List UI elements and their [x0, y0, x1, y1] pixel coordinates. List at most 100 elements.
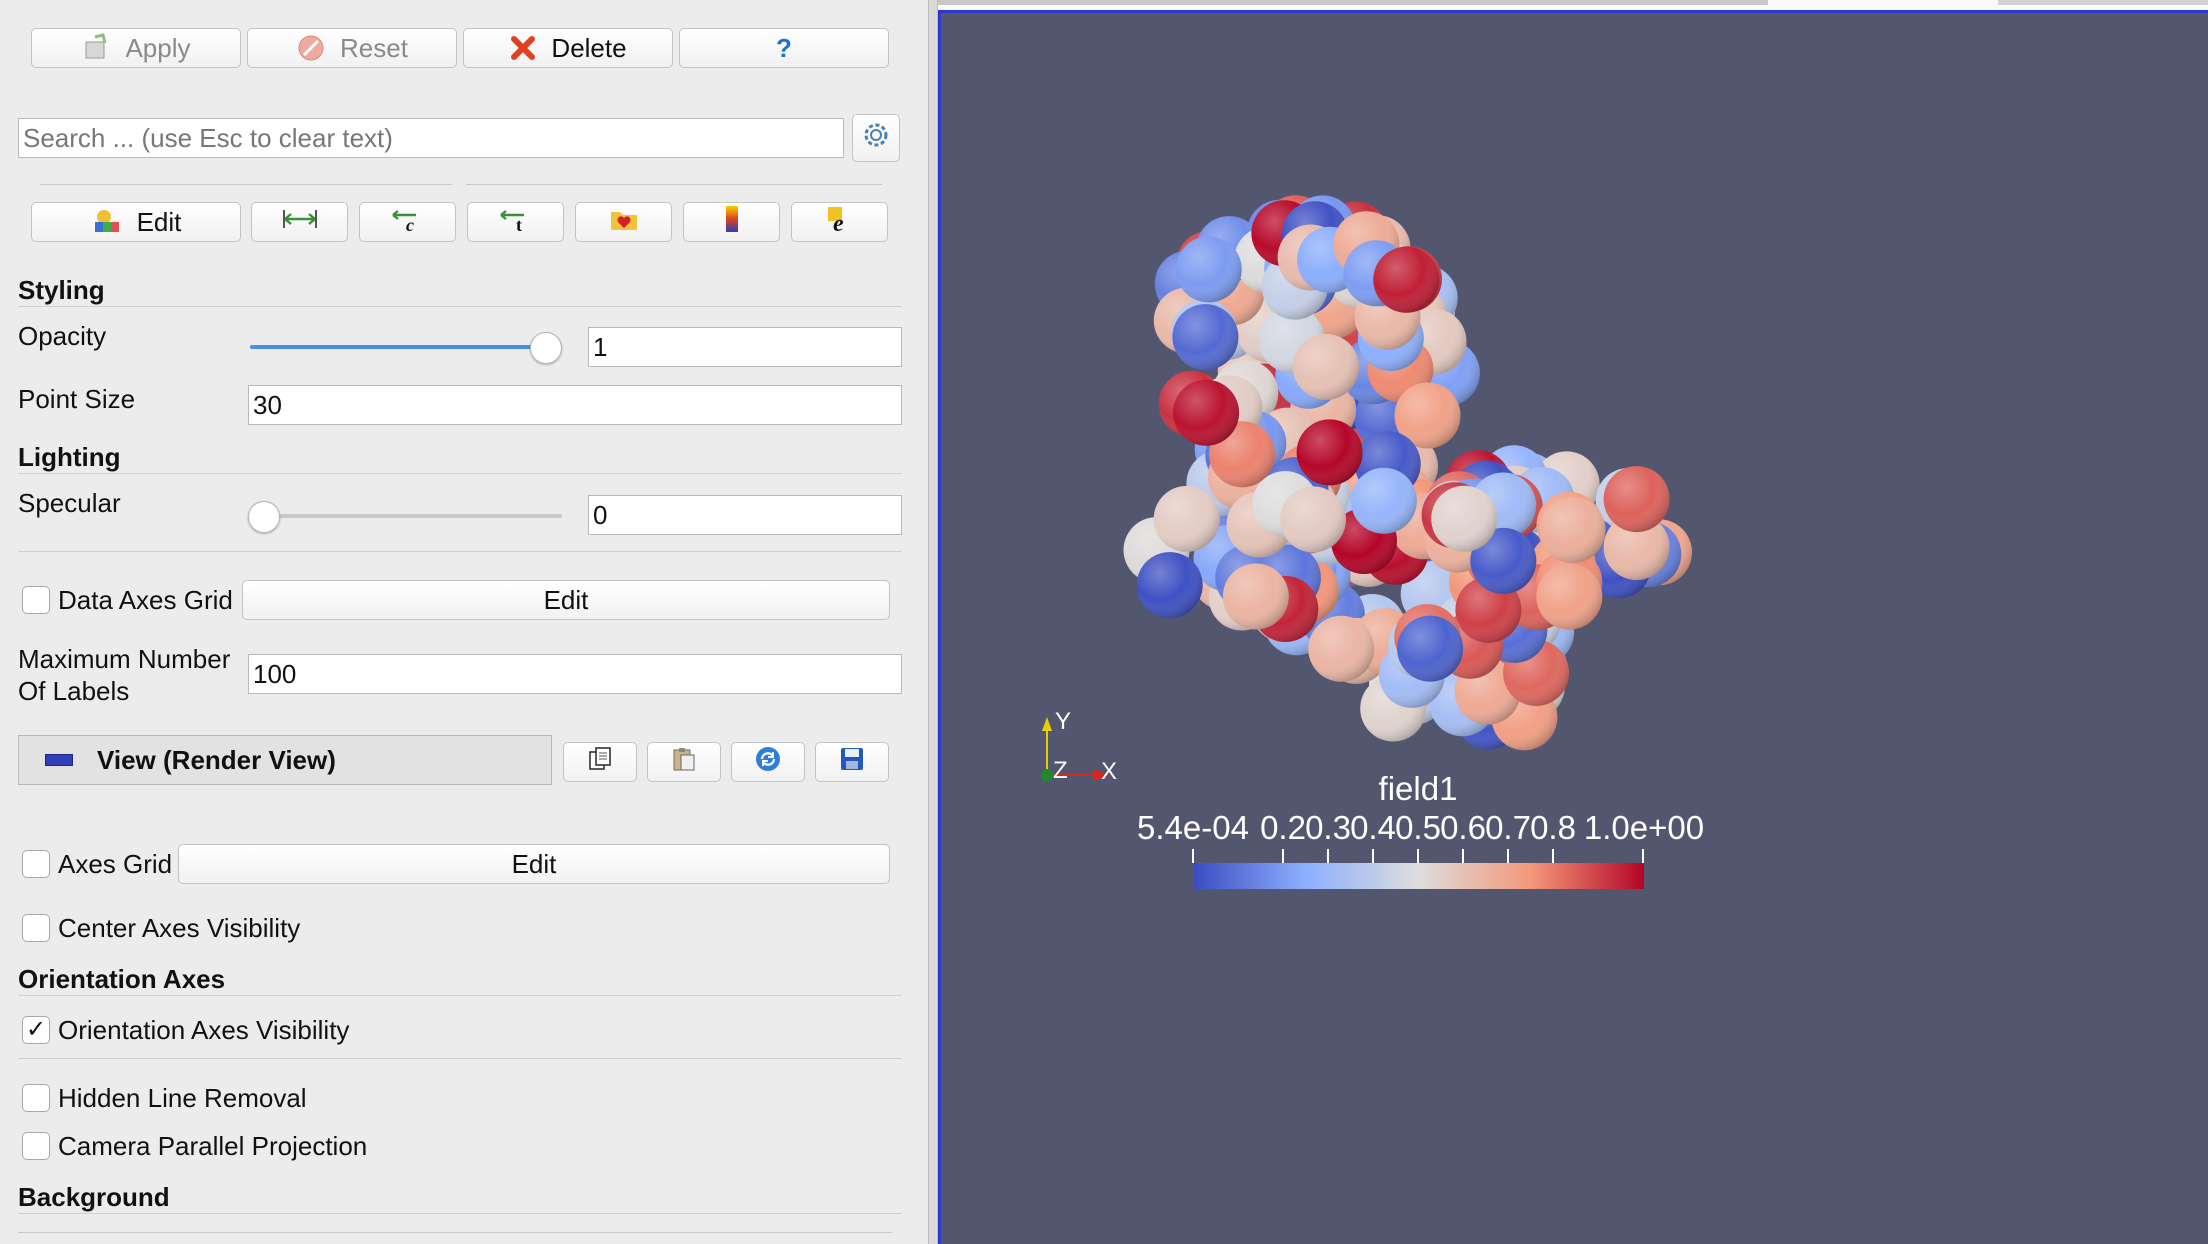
sphere-shading [1431, 485, 1498, 552]
divider [18, 1058, 902, 1059]
refresh-button[interactable] [731, 742, 805, 782]
apply-button[interactable]: Apply [31, 28, 241, 68]
sphere-shading [1373, 246, 1440, 313]
folder-heart-icon [609, 206, 639, 239]
rescale-temporal-button[interactable]: t [467, 202, 564, 242]
sphere-shading [1222, 563, 1289, 630]
axes-grid-checkbox[interactable] [22, 850, 50, 878]
rescale-range-button[interactable] [251, 202, 348, 242]
max-labels-field[interactable]: 100 [248, 654, 902, 694]
opacity-slider[interactable] [248, 330, 566, 364]
render-view[interactable]: Y Z X field1 5.4e-04 1.0e+00 0.2 0.3 0.4 0.… [938, 10, 2208, 1244]
view-tab-strip [938, 0, 1768, 5]
annotation-button[interactable]: e [791, 202, 888, 242]
save-button[interactable] [815, 742, 889, 782]
svg-text:e: e [833, 211, 844, 234]
axes-grid-edit-button[interactable]: Edit [178, 844, 890, 884]
paste-button[interactable] [647, 742, 721, 782]
edit-colormap-label: Edit [136, 206, 182, 237]
section-styling: Styling [18, 275, 105, 305]
view-frame-controls [1998, 0, 2208, 5]
max-labels-label-line2: Of Labels [18, 676, 130, 706]
orientation-axes-checkbox[interactable]: ✓ [22, 1016, 50, 1044]
view-section-header[interactable]: View (Render View) [18, 735, 552, 785]
gear-icon [860, 119, 892, 158]
save-disk-icon [838, 745, 866, 780]
sphere-shading [1296, 419, 1363, 486]
max-labels-value: 100 [253, 659, 297, 689]
camera-parallel-checkbox[interactable] [22, 1132, 50, 1160]
specular-handle[interactable] [248, 501, 280, 533]
rescale-range-icon [282, 206, 318, 239]
help-button[interactable]: ? [679, 28, 889, 68]
color-legend-title: field1 [1379, 770, 1458, 807]
color-legend-tick-label: 0.7 [1485, 809, 1531, 846]
sphere-glyphs [1123, 195, 1692, 751]
sphere-shading [1173, 379, 1240, 446]
data-axes-grid-edit-button[interactable]: Edit [242, 580, 890, 620]
reset-icon [296, 33, 326, 63]
color-legend-tick-label: 0.4 [1350, 809, 1396, 846]
sphere-shading [1136, 552, 1203, 619]
point-size-field[interactable]: 30 [248, 385, 902, 425]
hidden-line-removal-checkbox[interactable] [22, 1084, 50, 1112]
delete-button[interactable]: Delete [463, 28, 673, 68]
render-view-icon [45, 754, 73, 766]
settings-button[interactable] [852, 114, 900, 162]
specular-field[interactable]: 0 [588, 495, 902, 535]
delete-x-icon [509, 34, 537, 62]
invert-colormap-button[interactable] [683, 202, 780, 242]
sphere-shading [1603, 514, 1670, 580]
opacity-field[interactable]: 1 [588, 327, 902, 367]
edit-colormap-button[interactable]: Edit [31, 202, 241, 242]
sphere-shading [1175, 236, 1242, 303]
colormap-edit-icon [91, 208, 123, 236]
color-legend: field1 5.4e-04 1.0e+00 0.2 0.3 0.4 0.5 0.6 0.… [1137, 770, 1704, 889]
orientation-axes-widget: Y Z X [1041, 708, 1117, 785]
svg-text:c: c [406, 215, 414, 233]
sphere-shading [1470, 527, 1537, 594]
section-orientation-axes: Orientation Axes [18, 964, 226, 994]
opacity-handle[interactable] [530, 332, 562, 364]
center-axes-checkbox[interactable] [22, 914, 50, 942]
color-legend-tick-label: 0.5 [1395, 809, 1441, 846]
sphere-shading [1153, 485, 1220, 552]
color-legend-tick-label: 0.3 [1305, 809, 1351, 846]
data-axes-grid-checkbox[interactable] [22, 586, 50, 614]
center-axes-label: Center Axes Visibility [58, 913, 301, 943]
copy-icon [586, 745, 614, 780]
specular-slider[interactable] [248, 499, 566, 533]
sphere-shading [1172, 304, 1239, 371]
z-axis-dot [1041, 769, 1053, 781]
divider [18, 306, 902, 307]
divider [466, 184, 882, 185]
color-legend-tick-label: 0.8 [1530, 809, 1576, 846]
section-lighting: Lighting [18, 442, 121, 472]
opacity-label: Opacity [18, 321, 107, 351]
divider [18, 995, 902, 996]
divider [18, 473, 902, 474]
view-section-title: View (Render View) [97, 744, 336, 775]
z-axis-label: Z [1053, 757, 1068, 784]
help-question-icon: ? [776, 32, 792, 63]
specular-label: Specular [18, 488, 121, 518]
search-input[interactable]: Search ... (use Esc to clear text) [18, 118, 844, 158]
x-axis-arrow [1093, 769, 1109, 781]
sphere-shading [1397, 615, 1464, 682]
sphere-shading [1536, 563, 1603, 630]
sphere-shading [1394, 382, 1461, 449]
opacity-value: 1 [593, 332, 608, 362]
divider [18, 551, 902, 552]
reset-button[interactable]: Reset [247, 28, 457, 68]
divider [18, 1232, 892, 1233]
data-axes-grid-edit-label: Edit [543, 584, 589, 615]
panel-splitter[interactable] [928, 0, 938, 1244]
refresh-icon [753, 744, 783, 781]
copy-button[interactable] [563, 742, 637, 782]
favorites-button[interactable] [575, 202, 672, 242]
section-background: Background [18, 1182, 170, 1212]
search-placeholder: Search ... (use Esc to clear text) [23, 123, 393, 153]
rescale-custom-button[interactable]: c [359, 202, 456, 242]
apply-icon [81, 33, 111, 63]
reset-label: Reset [340, 32, 408, 63]
